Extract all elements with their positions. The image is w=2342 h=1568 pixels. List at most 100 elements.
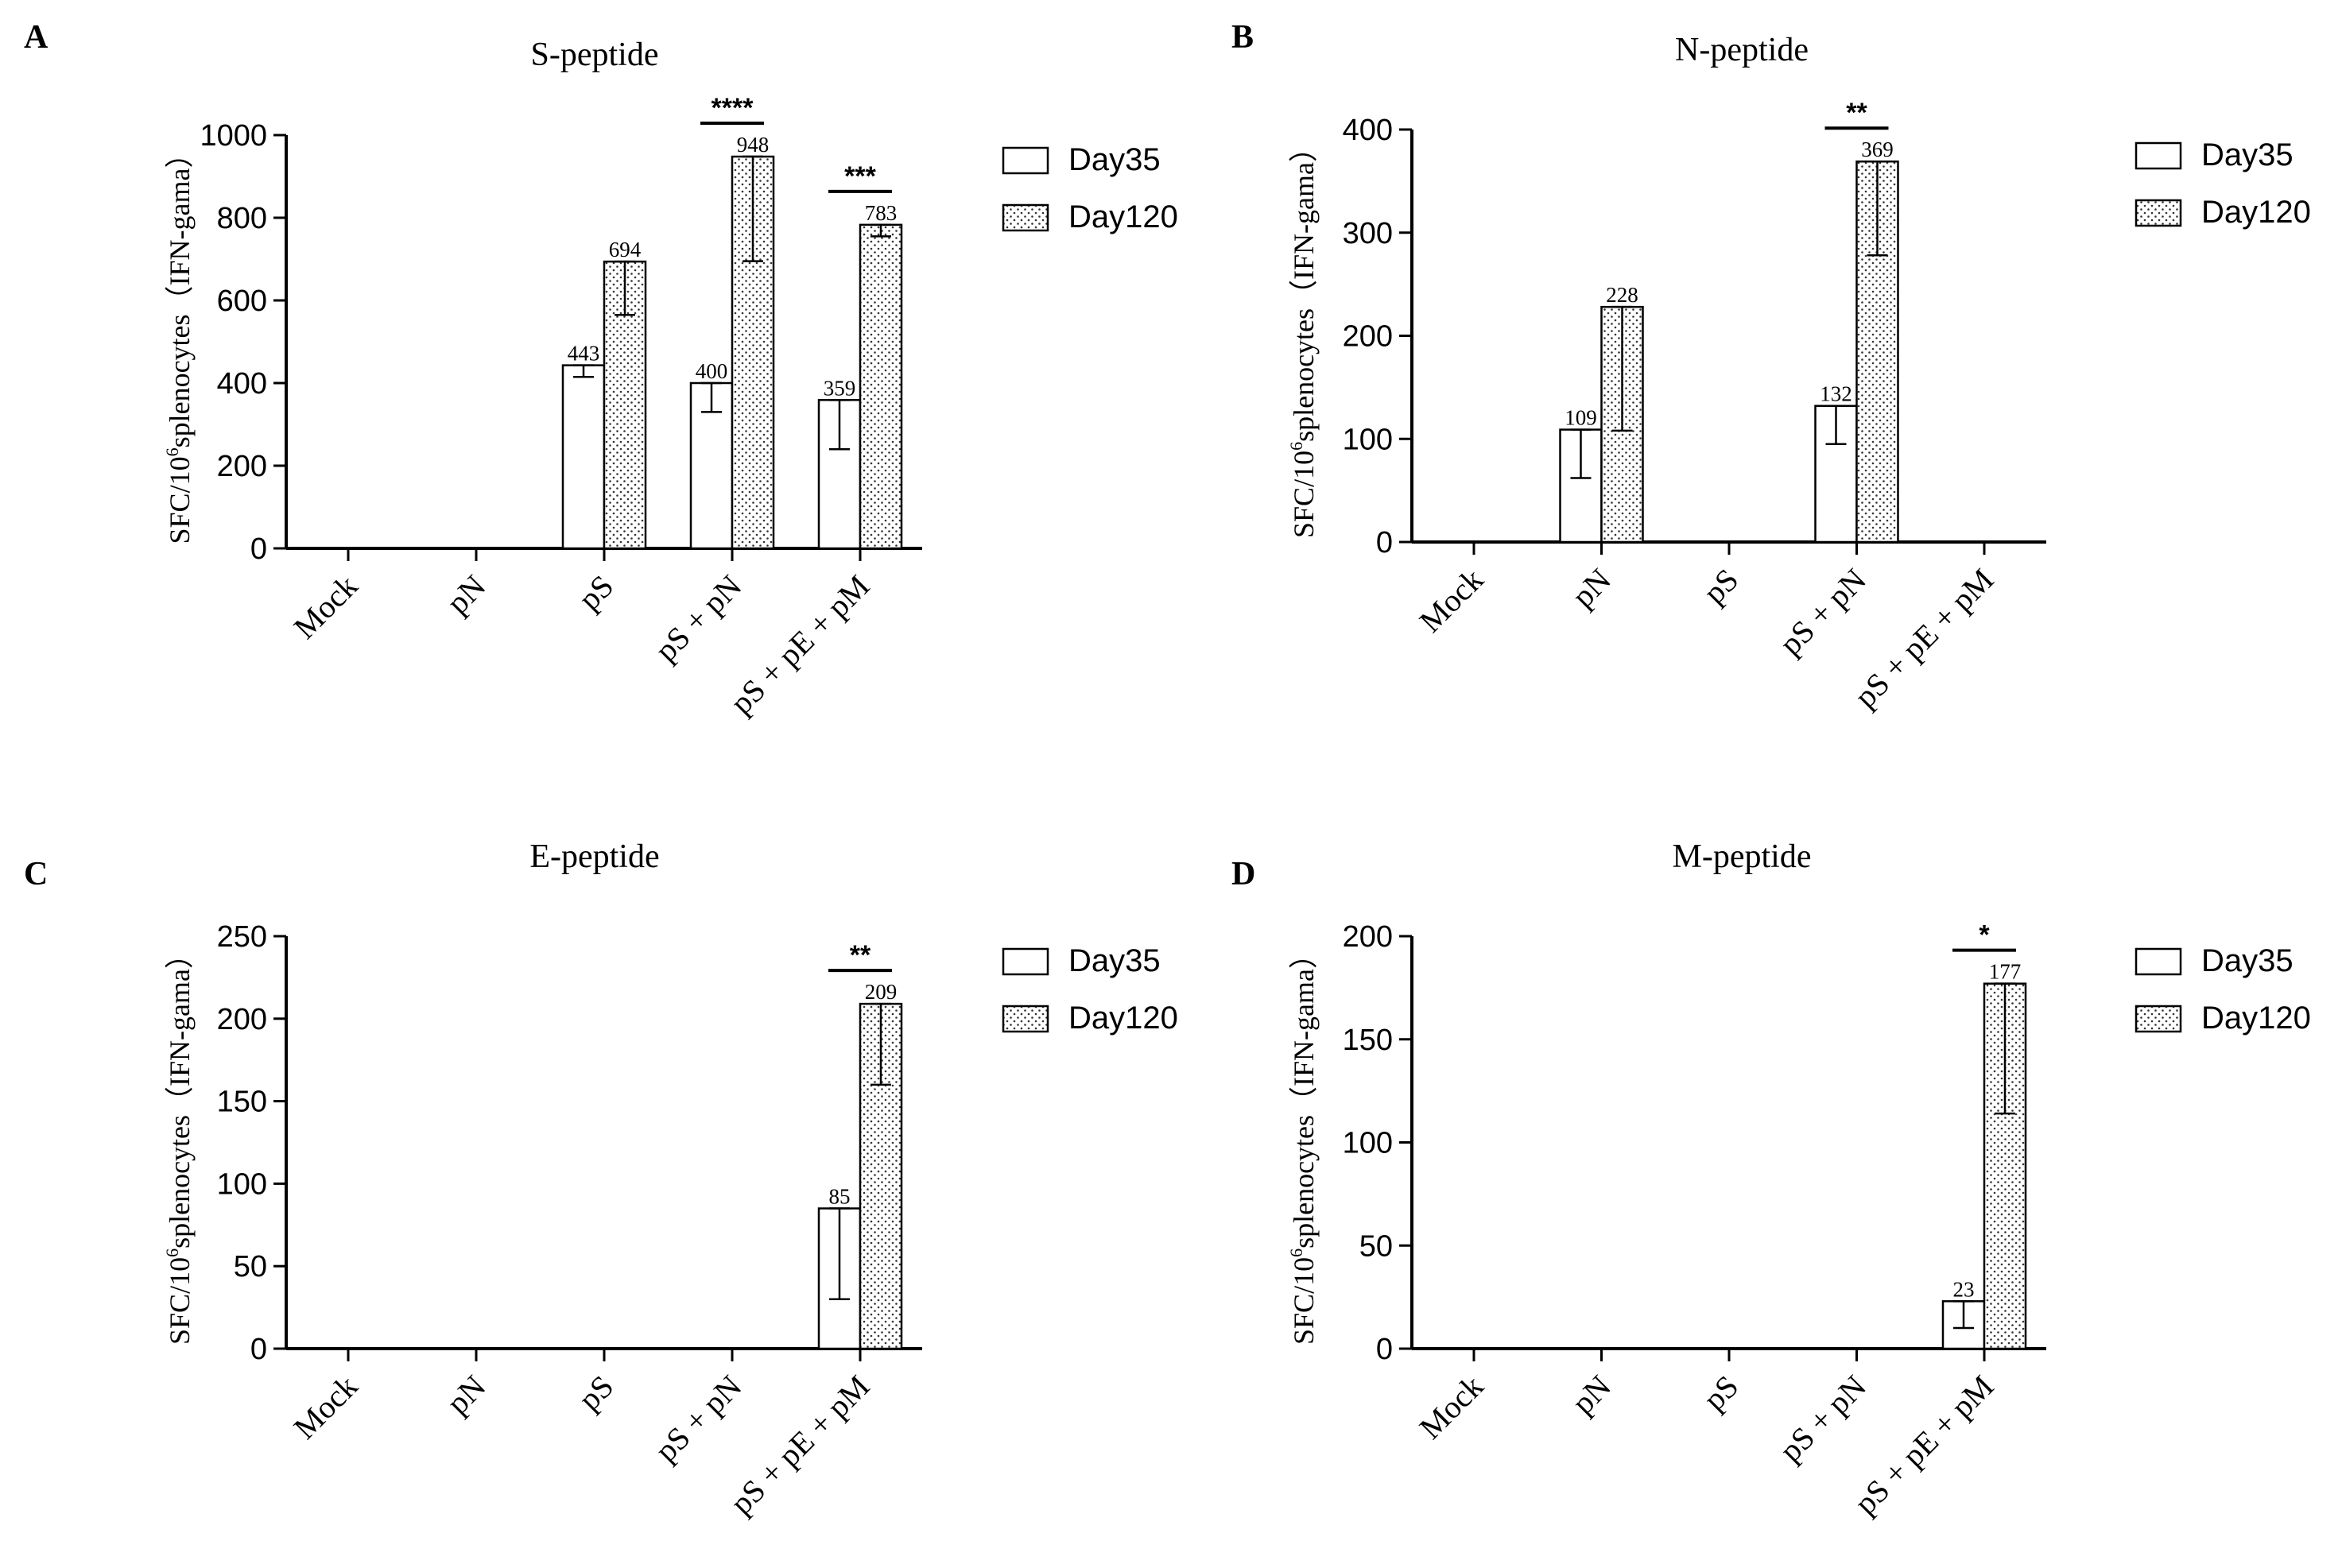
y-tick-label: 0 (1376, 1333, 1393, 1366)
bar-day35 (689, 381, 734, 550)
y-axis-label-main: SFC/10 (1288, 451, 1320, 538)
data-label: 400 (696, 359, 728, 383)
legend-swatch-day35 (1002, 146, 1049, 175)
legend-swatch-day35 (2135, 947, 2182, 976)
y-tick-label: 150 (1343, 1024, 1393, 1057)
y-tick-label: 0 (250, 1333, 267, 1366)
data-label: 783 (865, 201, 898, 225)
data-label: 109 (1565, 406, 1597, 430)
chart-title: M-peptide (1673, 838, 1812, 875)
legend-label: Day35 (1068, 943, 1161, 978)
y-axis-label-rest: splenocytes（IFN-gama） (164, 940, 196, 1249)
x-tick-label: pS (572, 1369, 621, 1418)
legend-label: Day120 (2201, 195, 2311, 230)
panel-letter: C (24, 856, 48, 892)
y-tick-label: 400 (1343, 114, 1393, 147)
chart-title: N-peptide (1675, 32, 1809, 68)
y-tick-label: 600 (217, 285, 267, 318)
y-tick-label: 200 (217, 1003, 267, 1036)
data-label: 23 (1953, 1277, 1975, 1301)
x-tick-label: pS + pN (648, 568, 748, 668)
y-tick-label: 800 (217, 202, 267, 235)
data-label: 948 (737, 133, 770, 157)
significance-label: *** (844, 161, 876, 192)
bar-day35 (561, 364, 606, 550)
significance-label: ** (1846, 98, 1867, 128)
y-tick-label: 0 (1376, 526, 1393, 559)
x-tick-label: Mock (1413, 1369, 1491, 1446)
y-tick-label: 50 (234, 1250, 267, 1283)
y-tick-label: 0 (250, 532, 267, 566)
y-axis-label-main: SFC/10 (164, 1257, 196, 1345)
legend-label: Day120 (2201, 1001, 2311, 1036)
x-tick-label: pN (440, 1369, 492, 1421)
x-tick-label: pS (572, 568, 621, 618)
significance-label: **** (712, 93, 754, 123)
y-tick-label: 150 (217, 1086, 267, 1119)
legend-label: Day35 (2201, 943, 2294, 978)
data-label: 132 (1820, 382, 1852, 406)
panel-letter: A (24, 19, 48, 56)
y-axis-label-rest: splenocytes（IFN-gama） (164, 140, 196, 448)
data-label: 443 (568, 342, 600, 366)
y-tick-label: 200 (1343, 320, 1393, 354)
data-label: 85 (829, 1185, 851, 1209)
x-tick-label: Mock (287, 568, 365, 646)
y-tick-label: 1000 (200, 119, 267, 153)
legend-swatch-day120 (2135, 199, 2182, 227)
legend-swatch-day120 (2135, 1005, 2182, 1033)
chart-panel-b: B N-peptide SFC/106splenocytes（IFN-gama） 0 1… (1231, 19, 2311, 714)
legend-swatch-day120 (1002, 203, 1049, 232)
y-axis-label: SFC/106splenocytes（IFN-gama） (1286, 940, 1320, 1345)
x-tick-label: pS + pN (648, 1369, 748, 1469)
y-tick-label: 300 (1343, 217, 1393, 250)
y-tick-label: 100 (1343, 423, 1393, 456)
x-tick-label: pS (1696, 1369, 1746, 1418)
y-axis-label-rest: splenocytes（IFN-gama） (1288, 940, 1320, 1249)
legend-swatch-day120 (1002, 1005, 1049, 1033)
legend-swatch-day35 (2135, 141, 2182, 170)
bar-day120 (603, 260, 647, 550)
y-axis-label: SFC/106splenocytes（IFN-gama） (162, 940, 196, 1345)
y-axis-label-sup: 6 (1286, 442, 1306, 451)
x-tick-label: pS (1696, 562, 1746, 611)
legend-label: Day120 (1068, 199, 1178, 234)
x-tick-label: pN (440, 568, 492, 621)
legend-swatch-day35 (1002, 947, 1049, 976)
y-tick-label: 400 (217, 367, 267, 401)
legend-label: Day35 (1068, 142, 1161, 177)
x-tick-label: pN (1565, 562, 1617, 614)
data-label: 369 (1861, 137, 1894, 161)
y-tick-label: 200 (217, 450, 267, 483)
y-axis-label-main: SFC/10 (164, 456, 196, 544)
y-axis-label: SFC/106splenocytes（IFN-gama） (162, 140, 196, 544)
significance-label: * (1979, 920, 1990, 950)
data-label: 359 (824, 376, 856, 400)
y-tick-label: 100 (1343, 1127, 1393, 1160)
chart-title: S-peptide (531, 37, 659, 73)
legend-label: Day35 (2201, 137, 2294, 172)
chart-panel-c: C E-peptide SFC/106splenocytes（IFN-gama） 0 5… (24, 838, 1178, 1521)
legend-label: Day120 (1068, 1001, 1178, 1036)
y-axis-label-sup: 6 (162, 447, 182, 456)
y-tick-label: 200 (1343, 920, 1393, 954)
y-tick-label: 250 (217, 920, 267, 954)
y-axis-label-main: SFC/10 (1288, 1257, 1320, 1345)
y-tick-label: 100 (217, 1167, 267, 1201)
chart-panel-d: D M-peptide SFC/106splenocytes（IFN-gama） 0 5… (1231, 838, 2311, 1521)
chart-panel-a: A S-peptide SFC/106splenocytes（IFN-gama） 0 2… (24, 19, 1178, 721)
y-axis-label-sup: 6 (1286, 1249, 1306, 1257)
x-tick-label: pS + pE + pM (723, 568, 877, 722)
x-tick-label: pN (1565, 1369, 1617, 1421)
chart-title: E-peptide (529, 838, 659, 875)
x-tick-label: pS + pN (1773, 1369, 1873, 1469)
panel-letter: B (1231, 19, 1254, 56)
panel-letter: D (1231, 856, 1255, 892)
x-tick-label: pS + pE + pM (723, 1369, 877, 1522)
x-tick-label: Mock (287, 1369, 365, 1446)
y-axis-label-rest: splenocytes（IFN-gama） (1288, 134, 1320, 442)
x-tick-label: Mock (1413, 562, 1491, 640)
significance-label: ** (850, 940, 871, 970)
y-axis-label-sup: 6 (162, 1249, 182, 1257)
